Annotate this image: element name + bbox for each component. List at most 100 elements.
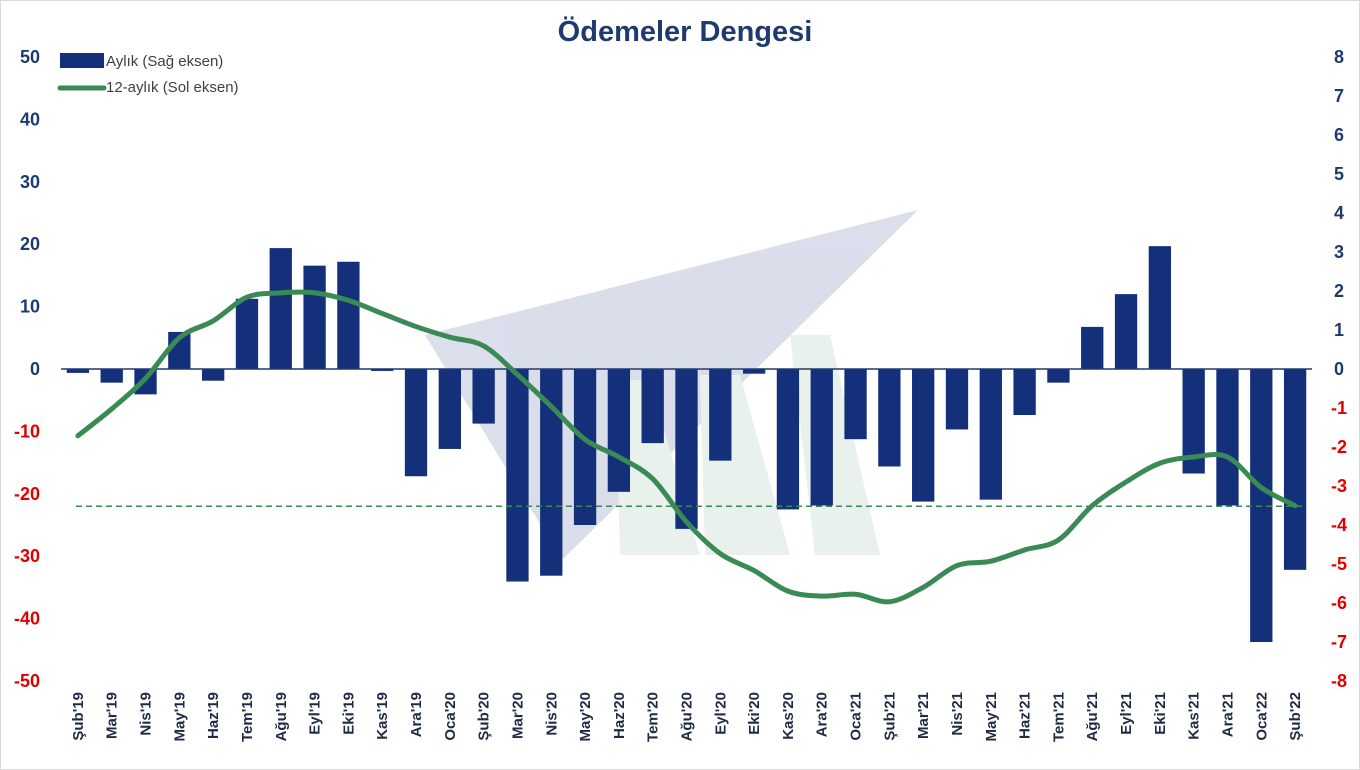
right-tick-label: -7 [1331,632,1347,652]
left-tick-label: -20 [14,484,40,504]
bar [303,265,326,369]
category-label: May'19 [171,692,188,741]
bar [607,369,631,492]
bar [878,369,901,467]
bar [844,369,867,440]
bar [1047,369,1070,383]
category-label: Nis'21 [949,692,966,736]
category-label: Şub'20 [476,692,493,741]
category-label: Tem'21 [1050,692,1067,742]
bar [1283,369,1307,570]
category-label: May'20 [577,692,594,741]
series-line-12-month [75,289,1298,605]
left-tick-label: 40 [20,109,40,129]
bar [1250,369,1273,642]
right-tick-label: 0 [1334,359,1344,379]
bar [404,369,428,477]
category-label: Eyl'19 [307,692,324,735]
bar [66,369,90,373]
category-label: Oca'20 [442,692,459,741]
bar [540,369,563,576]
bar [709,369,732,461]
category-label: Eyl'20 [712,692,729,735]
category-label: Ağu'20 [679,692,696,741]
left-tick-label: -10 [14,421,40,441]
bar [201,369,225,381]
category-label: Nis'20 [543,692,560,736]
category-label: Kas'21 [1186,692,1203,740]
bar [912,369,935,502]
category-label: Haz'20 [611,692,628,739]
bar [675,369,698,529]
legend: Aylık (Sağ eksen) 12-aylık (Sol eksen) [57,53,239,96]
legend-label-line: 12-aylık (Sol eksen) [106,79,239,96]
category-label: Ara'21 [1219,692,1236,737]
bar [573,369,597,525]
category-label: Eki'20 [746,692,763,735]
bar [641,369,664,444]
left-tick-label: -40 [14,609,40,629]
right-tick-label: -4 [1331,515,1347,535]
right-tick-label: 8 [1334,47,1344,67]
right-tick-label: 4 [1334,203,1344,223]
left-tick-label: -50 [14,671,40,691]
category-label: Ağu'21 [1084,692,1101,741]
monthly-bars [66,246,1307,642]
bar [269,248,292,369]
left-tick-label: 10 [20,297,40,317]
left-tick-label: 30 [20,172,40,192]
category-label: Haz'21 [1017,692,1034,739]
bar [438,369,461,449]
category-label: Eyl'21 [1118,692,1135,735]
category-label: Kas'20 [780,692,797,740]
bar [1148,246,1172,369]
bar [776,369,800,510]
bar [742,369,766,374]
category-label: Haz'19 [205,692,222,739]
legend-swatch-bar [60,53,104,68]
right-tick-label: 1 [1334,320,1344,340]
category-label: Şub'21 [881,692,898,741]
right-tick-label: 5 [1334,164,1344,184]
right-tick-label: 2 [1334,281,1344,301]
right-tick-label: -2 [1331,437,1347,457]
bar [1013,369,1036,416]
bar [810,369,833,506]
chart-title: Ödemeler Dengesi [558,15,813,48]
right-tick-label: 7 [1334,86,1344,106]
category-label: Ara'20 [814,692,831,737]
category-label: May'21 [983,692,1000,741]
left-axis-ticks: 50 40 30 20 10 0 -10 -20 -30 -40 -50 [14,47,40,691]
category-label: Tem'19 [239,692,256,742]
left-tick-label: 0 [30,359,40,379]
bar [945,369,969,430]
bar [337,261,360,369]
category-label: Tem'20 [645,692,662,742]
bar [235,298,259,369]
left-tick-label: -30 [14,546,40,566]
left-tick-label: 50 [20,47,40,67]
bar [1081,326,1104,369]
category-label: Eki'19 [340,692,357,735]
right-tick-label: -8 [1331,671,1347,691]
left-tick-label: 20 [20,234,40,254]
category-label: Oca'21 [848,692,865,741]
category-label: Şub'19 [70,692,87,741]
category-label: Eki'21 [1152,692,1169,735]
bar [506,369,529,582]
category-label: Oca'22 [1253,692,1270,741]
right-tick-label: -6 [1331,593,1347,613]
category-label: Nis'19 [138,692,155,736]
right-axis-ticks: 8 7 6 5 4 3 2 1 0 -1 -2 -3 -4 -5 -6 -7 -8 [1331,47,1347,691]
bar [1114,294,1138,369]
right-tick-label: -3 [1331,476,1347,496]
bar [100,369,123,383]
legend-label-bar: Aylık (Sağ eksen) [106,53,223,70]
right-tick-label: -5 [1331,554,1347,574]
bar [472,369,495,424]
category-labels: Şub'19 Mar'19 Nis'19 May'19 Haz'19 Tem'19 Ağu'… [70,692,1304,742]
category-label: Mar'21 [915,692,932,739]
right-tick-label: 6 [1334,125,1344,145]
